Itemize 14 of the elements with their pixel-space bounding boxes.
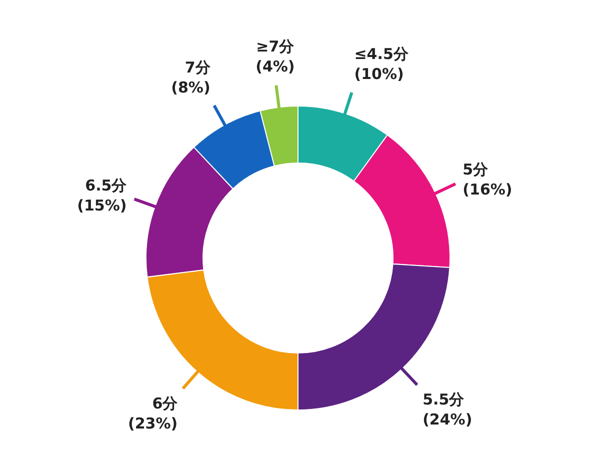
data-label: (15%): [77, 196, 127, 214]
slice-label: 5.5分: [422, 390, 466, 409]
slice-label: 7分: [184, 58, 212, 77]
data-label: (24%): [422, 410, 472, 429]
data-label: (16%): [462, 180, 512, 199]
data-label: (23%): [128, 414, 178, 433]
slice-label: 5分: [462, 160, 490, 179]
data-label: (10%): [354, 64, 404, 83]
slice-label: ≤4.5分: [354, 44, 410, 63]
data-label: (4%): [256, 57, 295, 76]
data-label: (8%): [171, 78, 210, 97]
slice-label: ≥7分: [256, 37, 296, 56]
slice-label: 6分: [152, 394, 179, 413]
slice-label: 6.5分: [85, 176, 128, 194]
